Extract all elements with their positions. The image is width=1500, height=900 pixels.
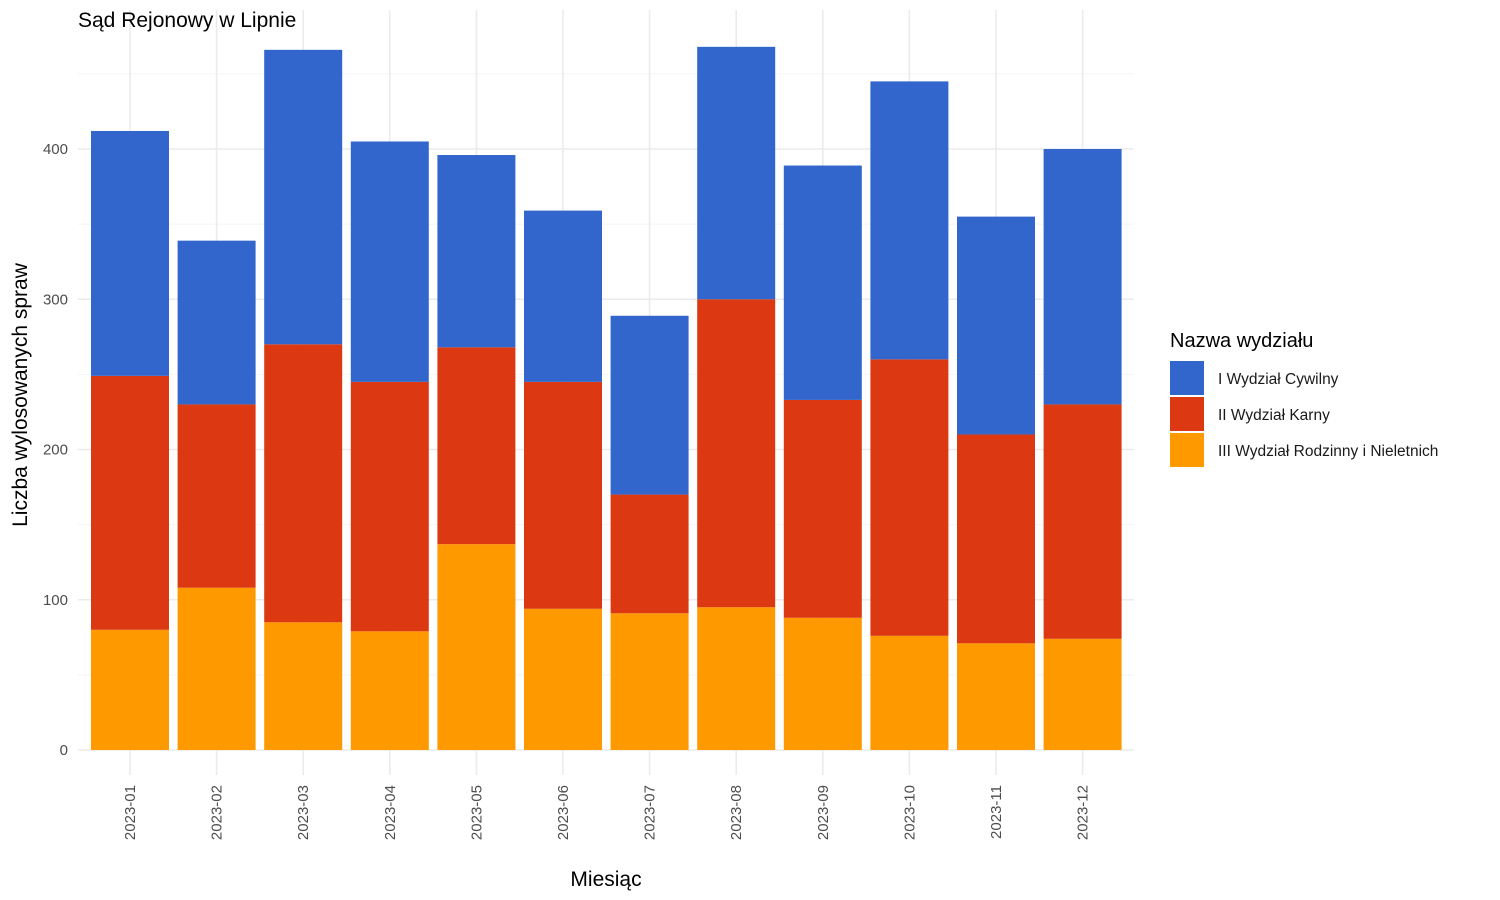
bar-segment: [697, 299, 776, 608]
bar-segment: [870, 359, 949, 636]
bar-segment: [437, 544, 516, 750]
bar-segment: [870, 635, 949, 750]
bar-segment: [870, 81, 949, 360]
bar-segment: [350, 141, 429, 382]
legend: Nazwa wydziału I Wydział Cywilny II Wydzi…: [1170, 330, 1438, 467]
bar-segment: [91, 130, 169, 376]
bar-segment: [264, 49, 343, 345]
x-tick-label: 2023-11: [988, 785, 1005, 839]
bar-segment: [610, 613, 689, 750]
bar-segment: [177, 404, 256, 588]
x-tick-label: 2023-03: [295, 785, 312, 840]
x-tick-label: 2023-02: [209, 785, 226, 840]
y-tick-label: 300: [43, 291, 68, 308]
bar-segment: [957, 434, 1035, 644]
legend-label: I Wydział Cywilny: [1218, 371, 1339, 388]
legend-label: III Wydział Rodzinny i Nieletnich: [1218, 443, 1438, 460]
bar-segment: [957, 216, 1035, 435]
x-axis-ticks: 2023-01 2023-02 2023-03 2023-04 2023-05 2023-…: [122, 785, 1092, 840]
legend-swatch: [1170, 361, 1204, 395]
y-tick-label: 0: [60, 742, 68, 759]
bar-segment: [264, 344, 343, 623]
bar-segment: [783, 617, 862, 750]
x-axis-title: Miesiąc: [570, 868, 641, 891]
bar-segment: [524, 608, 602, 750]
x-tick-label: 2023-10: [901, 785, 918, 840]
bar-segment: [697, 46, 776, 300]
chart-title: Sąd Rejonowy w Lipnie: [78, 9, 296, 32]
legend-swatch: [1170, 397, 1204, 431]
x-tick-label: 2023-08: [728, 785, 745, 840]
x-tick-label: 2023-04: [382, 785, 399, 840]
y-axis-title: Liczba wylosowanych spraw: [9, 262, 32, 527]
bar-segment: [1043, 149, 1122, 405]
bar-segment: [610, 494, 689, 614]
bar-segment: [524, 381, 602, 609]
bar-segment: [1043, 638, 1122, 750]
y-tick-label: 200: [43, 442, 68, 459]
bar-segment: [264, 622, 343, 750]
bar-segment: [437, 347, 516, 545]
bar-segment: [350, 631, 429, 750]
bar-segment: [437, 155, 516, 348]
legend-title: Nazwa wydziału: [1170, 330, 1313, 352]
bar-segment: [524, 210, 602, 382]
y-axis-ticks: 0 100 200 300 400: [43, 141, 68, 759]
bar-segment: [177, 587, 256, 750]
bar-segment: [610, 315, 689, 495]
x-tick-label: 2023-07: [642, 785, 659, 840]
bar-segment: [91, 629, 169, 750]
x-tick-label: 2023-01: [122, 785, 139, 840]
bars: [91, 46, 1122, 750]
bar-segment: [783, 399, 862, 618]
y-tick-label: 400: [43, 141, 68, 158]
legend-swatch: [1170, 433, 1204, 467]
legend-label: II Wydział Karny: [1218, 407, 1330, 424]
bar-segment: [1043, 404, 1122, 639]
bar-segment: [91, 375, 169, 630]
x-tick-label: 2023-05: [468, 785, 485, 840]
bar-segment: [177, 240, 256, 405]
bar-segment: [957, 643, 1035, 750]
x-tick-label: 2023-09: [815, 785, 832, 840]
x-tick-label: 2023-12: [1075, 785, 1092, 840]
y-tick-label: 100: [43, 592, 68, 609]
bar-segment: [350, 381, 429, 632]
bar-segment: [783, 165, 862, 400]
x-tick-label: 2023-06: [555, 785, 572, 840]
bar-segment: [697, 607, 776, 750]
